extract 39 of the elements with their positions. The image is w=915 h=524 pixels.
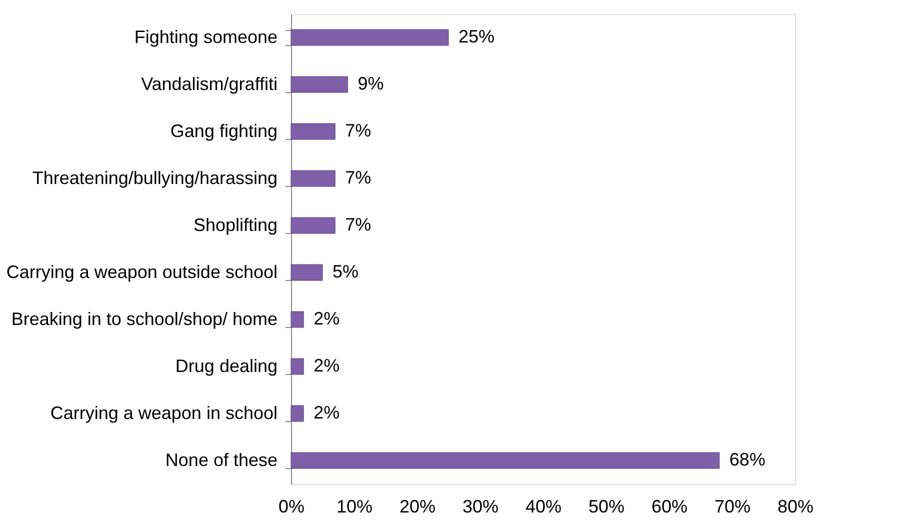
data-label: 2% [314,356,340,376]
y-tick-label: Fighting someone [134,27,278,47]
y-tick-label: Carrying a weapon in school [50,403,278,423]
x-tick-label: 80% [777,496,814,516]
y-tick-label: Carrying a weapon outside school [6,262,278,282]
y-tick-label: None of these [165,450,278,470]
bar [290,358,304,375]
data-label: 25% [458,26,495,46]
bar [290,217,336,234]
data-label: 7% [345,120,372,140]
x-tick-label: 0% [278,496,305,516]
bar [290,76,348,93]
data-label: 9% [358,74,384,94]
bar [290,405,304,422]
x-tick-label: 30% [462,496,499,516]
data-label: 2% [314,308,340,328]
y-tick-label: Drug dealing [175,356,278,376]
y-tick-label: Vandalism/graffiti [141,74,278,94]
bar [290,311,304,328]
data-label: 68% [729,450,766,470]
x-tick-label: 60% [651,496,688,516]
y-tick-label: Gang fighting [170,121,278,141]
y-tick-label: Shoplifting [193,215,278,235]
bar [290,452,720,469]
y-tick-label: Threatening/bullying/harassing [32,168,278,188]
x-tick-label: 20% [399,496,436,516]
bar [290,29,449,46]
x-tick-label: 40% [525,496,562,516]
data-label: 7% [345,168,372,188]
bar [290,123,336,140]
x-tick-label: 50% [588,496,625,516]
bar [290,170,336,187]
x-tick-label: 70% [714,496,751,516]
data-label: 2% [314,402,340,422]
bar [290,264,323,281]
data-label: 7% [345,214,372,234]
x-tick-label: 10% [336,496,373,516]
y-tick-label: Breaking in to school/shop/ home [11,309,278,329]
data-label: 5% [332,262,359,282]
